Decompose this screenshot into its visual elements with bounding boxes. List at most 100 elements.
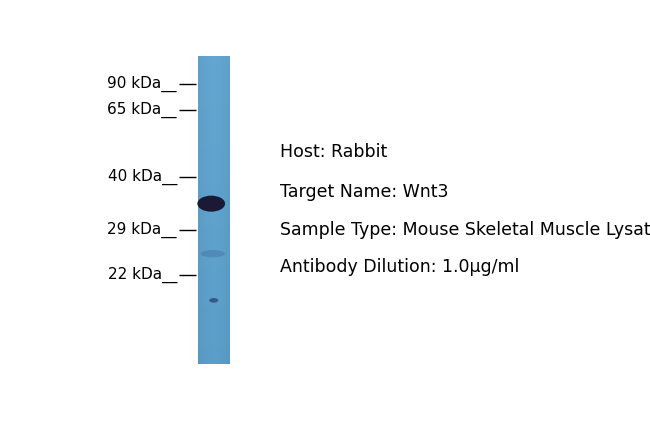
Text: Antibody Dilution: 1.0μg/ml: Antibody Dilution: 1.0μg/ml [280,258,519,276]
Bar [198,106,230,107]
Bar [198,275,230,277]
Bar [198,86,230,87]
Bar [198,283,230,284]
Text: 90 kDa__: 90 kDa__ [107,75,177,92]
Bar [198,229,230,230]
Bar [198,335,230,336]
Bar [198,212,230,213]
Bar [198,225,230,226]
Bar [198,334,230,335]
Bar [198,350,230,352]
Bar [198,330,230,331]
Bar [198,166,230,167]
Bar [198,245,230,246]
Bar [198,61,230,62]
Text: 29 kDa__: 29 kDa__ [107,222,177,239]
Bar [198,185,230,186]
Bar [198,60,230,61]
Bar [198,352,230,353]
Bar [198,139,230,140]
Bar [198,296,230,297]
Bar [198,163,230,164]
Bar [198,224,230,225]
Bar [198,104,230,105]
Bar [198,322,230,323]
Bar [198,255,230,256]
Bar [198,271,230,272]
Bar [198,309,230,310]
Bar [198,209,230,210]
Bar [198,113,230,114]
Bar [198,63,230,64]
Bar [198,239,230,241]
Bar [198,136,230,137]
Bar [198,122,230,123]
Bar [198,314,230,316]
Bar [198,80,230,81]
Bar [198,88,230,89]
Bar [198,161,230,162]
Bar [198,333,230,334]
Bar [198,192,230,194]
Bar [198,304,230,305]
Bar [198,208,230,209]
Bar [198,348,230,349]
Bar [198,253,230,254]
Bar [198,70,230,71]
Bar [198,228,230,229]
Bar [198,221,230,222]
Bar [198,261,230,262]
Bar [198,264,230,265]
Bar [198,230,230,231]
Bar [198,362,230,363]
Bar [198,308,230,309]
Bar [198,248,230,249]
Bar [198,152,230,153]
Bar [198,258,230,259]
Bar [198,340,230,341]
Bar [198,220,230,221]
Bar [198,117,230,119]
Bar [198,141,230,142]
Bar [198,171,230,172]
Bar [198,272,230,273]
Bar [198,259,230,260]
Bar [198,164,230,165]
Bar [198,336,230,337]
Bar [198,257,230,258]
Bar [198,215,230,216]
Bar [198,214,230,215]
Bar [198,188,230,189]
Bar [198,197,230,199]
Text: Sample Type: Mouse Skeletal Muscle Lysate: Sample Type: Mouse Skeletal Muscle Lysat… [280,221,650,239]
Bar [198,199,230,200]
Bar [198,138,230,139]
Bar [198,303,230,304]
Bar [198,297,230,298]
Text: 40 kDa__: 40 kDa__ [108,169,177,185]
Bar [198,249,230,250]
Bar [198,143,230,144]
Bar [198,128,230,129]
Bar [198,102,230,103]
Bar [198,234,230,236]
Bar [198,256,230,257]
Bar [198,316,230,317]
Bar [198,210,230,211]
Bar [198,361,230,362]
Bar [198,252,230,253]
Bar [198,126,230,127]
Bar [198,298,230,299]
Bar [198,355,230,356]
Bar [198,337,230,338]
Bar [198,263,230,264]
Bar [198,90,230,91]
Bar [198,155,230,156]
Bar [198,226,230,227]
Bar [198,116,230,117]
Bar [198,311,230,312]
Bar [198,233,230,234]
Bar [198,74,230,75]
Bar [198,300,230,301]
Bar [198,133,230,134]
